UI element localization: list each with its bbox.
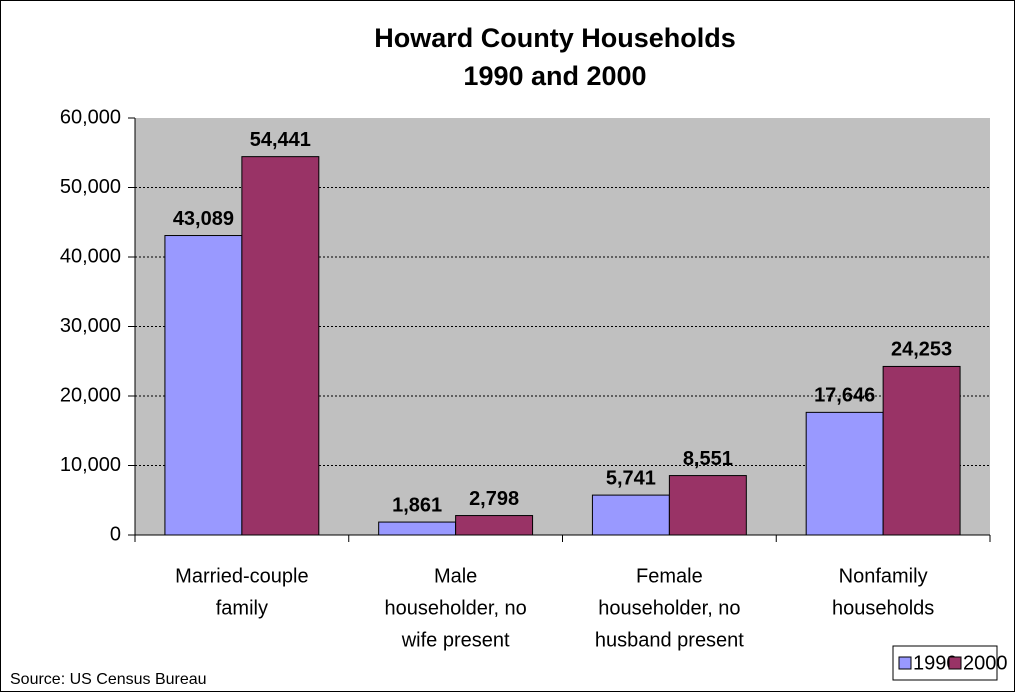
bar (164, 235, 243, 536)
legend-label: 1990 (913, 652, 958, 674)
data-label: 24,253 (891, 339, 952, 361)
bar (455, 515, 534, 536)
y-tick-label: 0 (110, 523, 121, 545)
y-tick-label: 50,000 (60, 176, 121, 198)
x-tick-label: householder, no (384, 597, 526, 619)
y-tick-label: 10,000 (60, 454, 121, 476)
bar (668, 475, 747, 536)
chart-subtitle: 1990 and 2000 (463, 61, 646, 91)
y-tick-label: 20,000 (60, 384, 121, 406)
y-tick-label: 40,000 (60, 245, 121, 267)
x-tick-label: Married-couple (175, 565, 308, 587)
bar (241, 156, 320, 536)
data-label: 2,798 (469, 488, 519, 510)
bar (882, 365, 961, 536)
data-label: 5,741 (606, 467, 656, 489)
data-label: 1,861 (392, 494, 442, 516)
x-tick-label: Male (434, 565, 477, 587)
x-tick-label: family (216, 597, 268, 619)
source-note: Source: US Census Bureau (10, 671, 207, 688)
x-tick-label: Nonfamily (839, 565, 928, 587)
data-label: 43,089 (173, 208, 234, 230)
x-tick-label: Female (636, 565, 703, 587)
bar (591, 494, 670, 536)
x-tick-label: households (832, 597, 934, 619)
x-tick-label: wife present (401, 629, 510, 651)
data-label: 17,646 (814, 385, 875, 407)
y-tick-label: 30,000 (60, 315, 121, 337)
x-tick-label: husband present (595, 629, 744, 651)
data-label: 8,551 (683, 448, 733, 470)
legend-swatch (948, 656, 962, 670)
legend-label: 2000 (963, 652, 1008, 674)
bar (378, 521, 457, 536)
y-tick-label: 60,000 (60, 106, 121, 128)
chart-title: Howard County Households (374, 23, 736, 53)
legend-swatch (898, 656, 912, 670)
data-label: 54,441 (250, 129, 311, 151)
bar (805, 411, 884, 536)
x-tick-label: householder, no (598, 597, 740, 619)
